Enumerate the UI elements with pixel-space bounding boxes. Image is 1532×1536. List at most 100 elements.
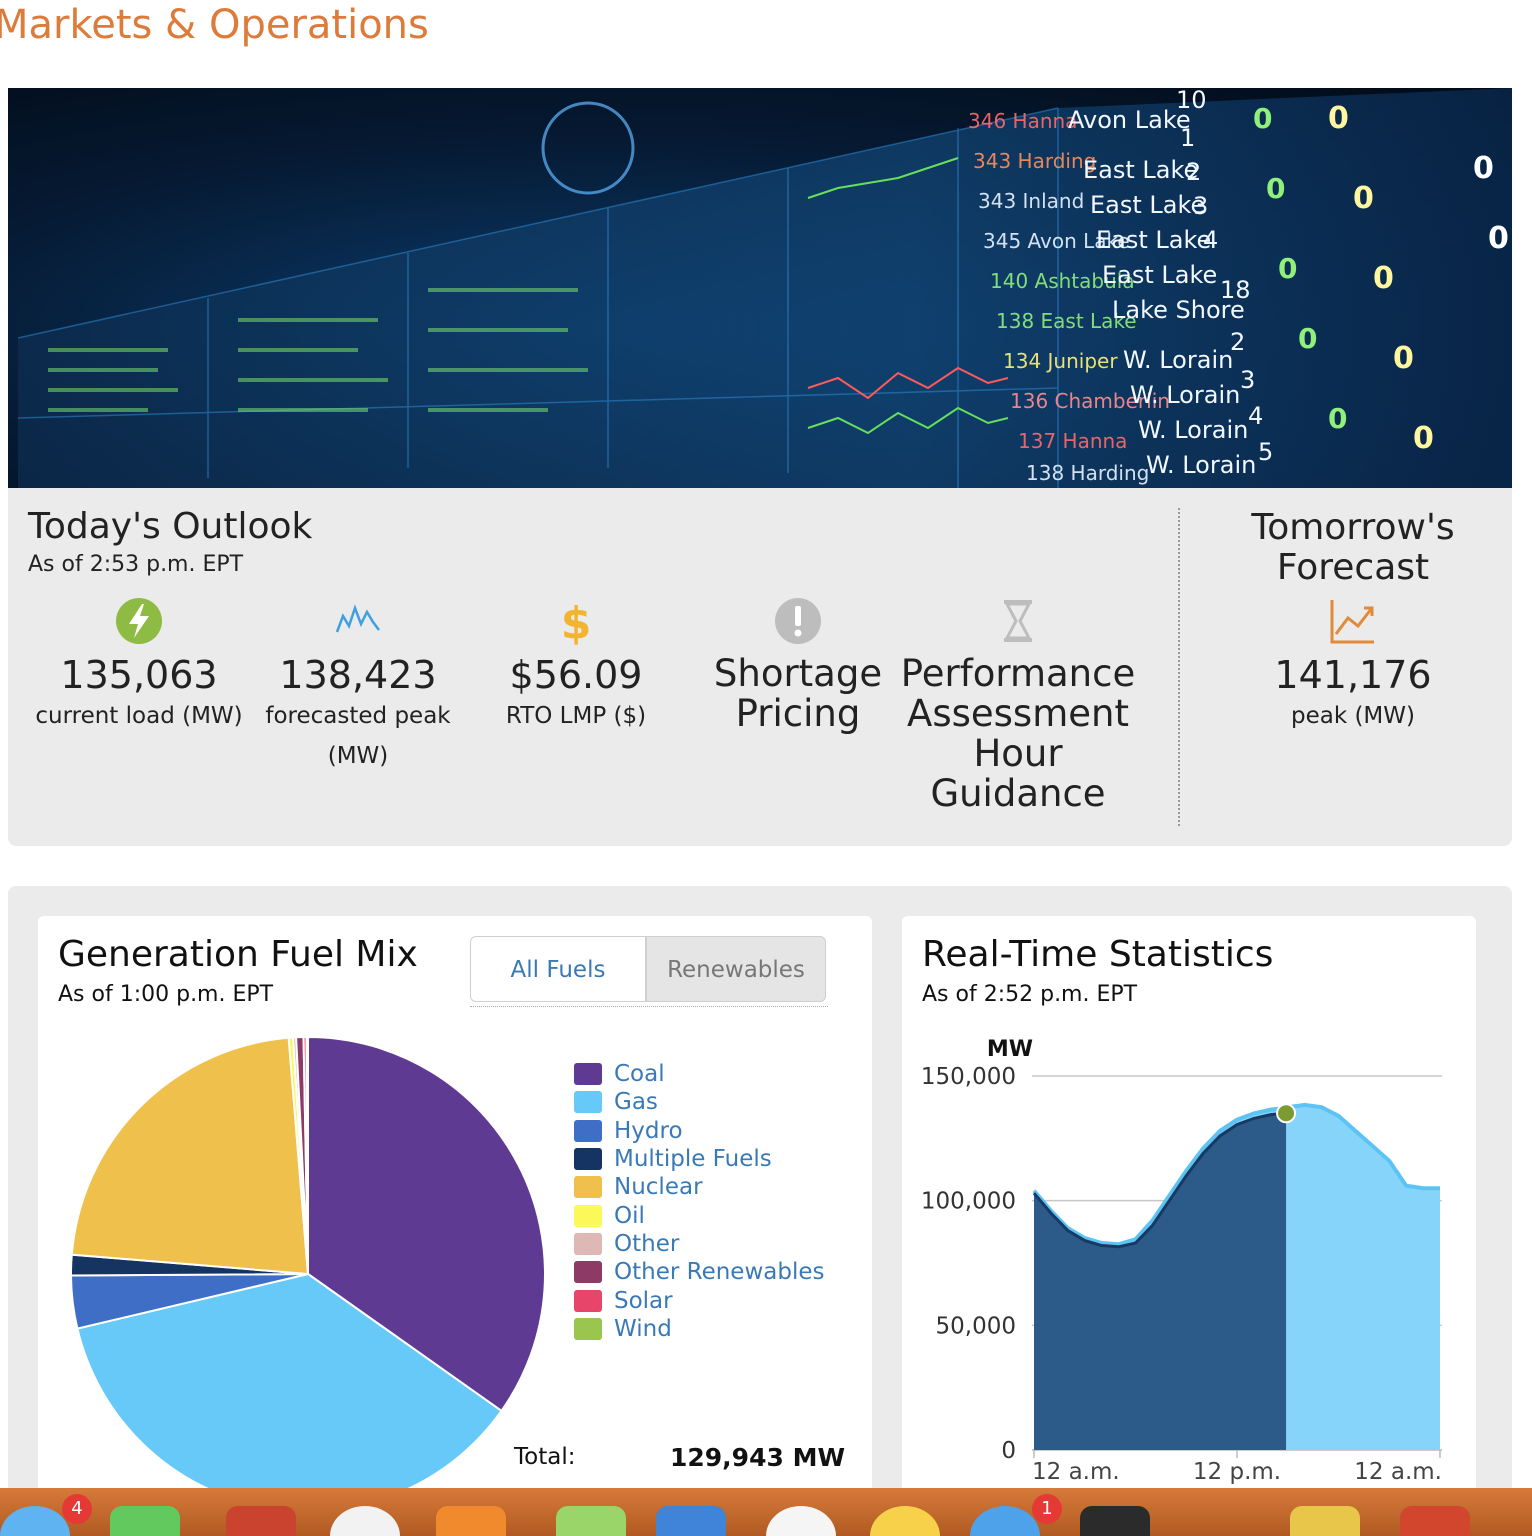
shortage-pricing-link[interactable]: Shortage Pricing [708,596,888,734]
legend-swatch [574,1261,602,1284]
banner-text: East Lake [1083,156,1198,184]
pages-icon[interactable] [436,1506,506,1536]
banner-text: 0 [1298,322,1317,355]
performance-line1: Performance [900,652,1136,695]
legend-label: Gas [614,1089,658,1116]
pie-slice-nuclear[interactable] [70,1036,310,1276]
finder-icon[interactable] [0,1506,70,1536]
legend-swatch [574,1204,602,1227]
performance-assessment-link[interactable]: Performance Assessment Hour Guidance [898,596,1138,814]
toggle-underline [470,1006,828,1007]
pie-slice-coal[interactable] [307,1035,546,1413]
keynote-icon[interactable] [656,1506,726,1536]
app-icon[interactable] [1400,1506,1470,1536]
page-title: Markets & Operations [0,2,429,48]
legend-item[interactable]: Wind [574,1315,824,1343]
legend-item[interactable]: Nuclear [574,1173,824,1201]
banner-text: Avon Lake [1068,106,1191,134]
fuel-mix-pie-chart [69,1035,546,1490]
banner-text: 0 [1253,102,1272,135]
forecasted-peak-stat[interactable]: 138,423 forecasted peak (MW) [258,596,458,776]
total-value: 129,943 MW [670,1443,846,1472]
control-room-banner: 346 Hanna 343 Harding 343 Inland 345 Avo… [8,88,1512,488]
banner-text: 3 [1193,192,1208,220]
legend-label: Wind [614,1315,672,1342]
x-tick-label: 12 p.m. [1193,1459,1281,1485]
performance-line3: Hour [973,732,1063,775]
messages-icon[interactable] [110,1506,180,1536]
music-icon[interactable] [766,1506,836,1536]
banner-text: 346 Hanna [968,109,1077,133]
legend-item[interactable]: Multiple Fuels [574,1145,824,1173]
dock-badge: 4 [62,1494,92,1524]
rto-lmp-label: RTO LMP ($) [505,703,647,729]
banner-text: W. Lorain [1123,346,1233,374]
banner-text: 10 [1176,88,1207,114]
pie-slice-gas[interactable] [76,1272,503,1490]
legend-item[interactable]: Coal [574,1060,824,1088]
banner-text: 345 Avon Lake [983,229,1130,253]
banner-text: 5 [1258,438,1273,466]
pie-slice-wind[interactable] [305,1035,309,1275]
legend-item[interactable]: Hydro [574,1117,824,1145]
banner-text: 343 Harding [973,149,1096,173]
realtime-timestamp: As of 2:52 p.m. EPT [922,982,1138,1007]
banner-text: 4 [1203,226,1218,254]
banner-text: 136 Chamberlin [1010,389,1170,413]
x-tick-label: 12 a.m. [1354,1459,1442,1485]
lightning-icon [116,598,162,644]
app-store-icon[interactable] [970,1506,1040,1536]
legend-label: Coal [614,1061,665,1088]
forecast-peak-value: 141,176 [1274,653,1432,697]
terminal-icon[interactable] [1080,1506,1150,1536]
actual-load-area [1034,1113,1287,1450]
forecast-title-line1: Tomorrow's [1251,507,1455,548]
legend-label: Nuclear [614,1174,703,1201]
tab-all-fuels[interactable]: All Fuels [470,936,646,1002]
legend-label: Other [614,1230,680,1257]
load-curve-icon [335,604,380,633]
x-tick-label: 12 a.m. [1032,1459,1120,1485]
banner-text: 3 [1240,366,1255,394]
legend-item[interactable]: Other [574,1230,824,1258]
legend-item[interactable]: Gas [574,1088,824,1116]
current-load-marker[interactable] [1276,1103,1297,1124]
chrome-icon[interactable] [330,1506,400,1536]
svg-text:$: $ [561,598,592,646]
actual-load-line [1032,1111,1287,1249]
fuel-mix-title: Generation Fuel Mix [58,934,418,975]
banner-text: 1 [1180,124,1195,152]
forecast-line [1032,1102,1440,1247]
banner-text: 2 [1230,328,1245,356]
banner-text: 0 [1328,402,1347,435]
tab-renewables[interactable]: Renewables [646,936,826,1002]
legend-item[interactable]: Oil [574,1201,824,1229]
banner-text: 0 [1266,172,1285,205]
legend-item[interactable]: Solar [574,1286,824,1314]
legend-item[interactable]: Other Renewables [574,1258,824,1286]
numbers-icon[interactable] [556,1506,626,1536]
outlook-panel: Today's Outlook As of 2:53 p.m. EPT 135,… [8,488,1512,846]
banner-text: W. Lorain [1138,416,1248,444]
forecast-title-line2: Forecast [1276,547,1430,588]
banner-text: 138 East Lake [996,309,1137,333]
app-icon[interactable] [1290,1506,1360,1536]
total-label: Total: [514,1444,576,1470]
legend-swatch [574,1317,602,1340]
banner-text: 0 [1413,421,1434,456]
banner-text: East Lake [1090,191,1205,219]
banner-text: 0 [1488,221,1509,256]
legend-label: Hydro [614,1117,683,1144]
forecast-peak-stat[interactable]: 141,176 peak (MW) [1233,596,1473,736]
banner-text: 138 Harding [1026,461,1149,485]
preferences-icon[interactable] [870,1506,940,1536]
forecasted-peak-label: forecasted peak [265,703,451,729]
rto-lmp-stat[interactable]: $ $56.09 RTO LMP ($) [486,596,666,736]
banner-text: Lake Shore [1112,296,1245,324]
banner-text: 134 Juniper [1003,349,1118,373]
photo-booth-icon[interactable] [226,1506,296,1536]
legend-swatch [574,1091,602,1114]
rto-lmp-value: $56.09 [509,653,643,697]
current-load-stat[interactable]: 135,063 current load (MW) [24,596,254,736]
outlook-title: Today's Outlook [28,506,313,547]
